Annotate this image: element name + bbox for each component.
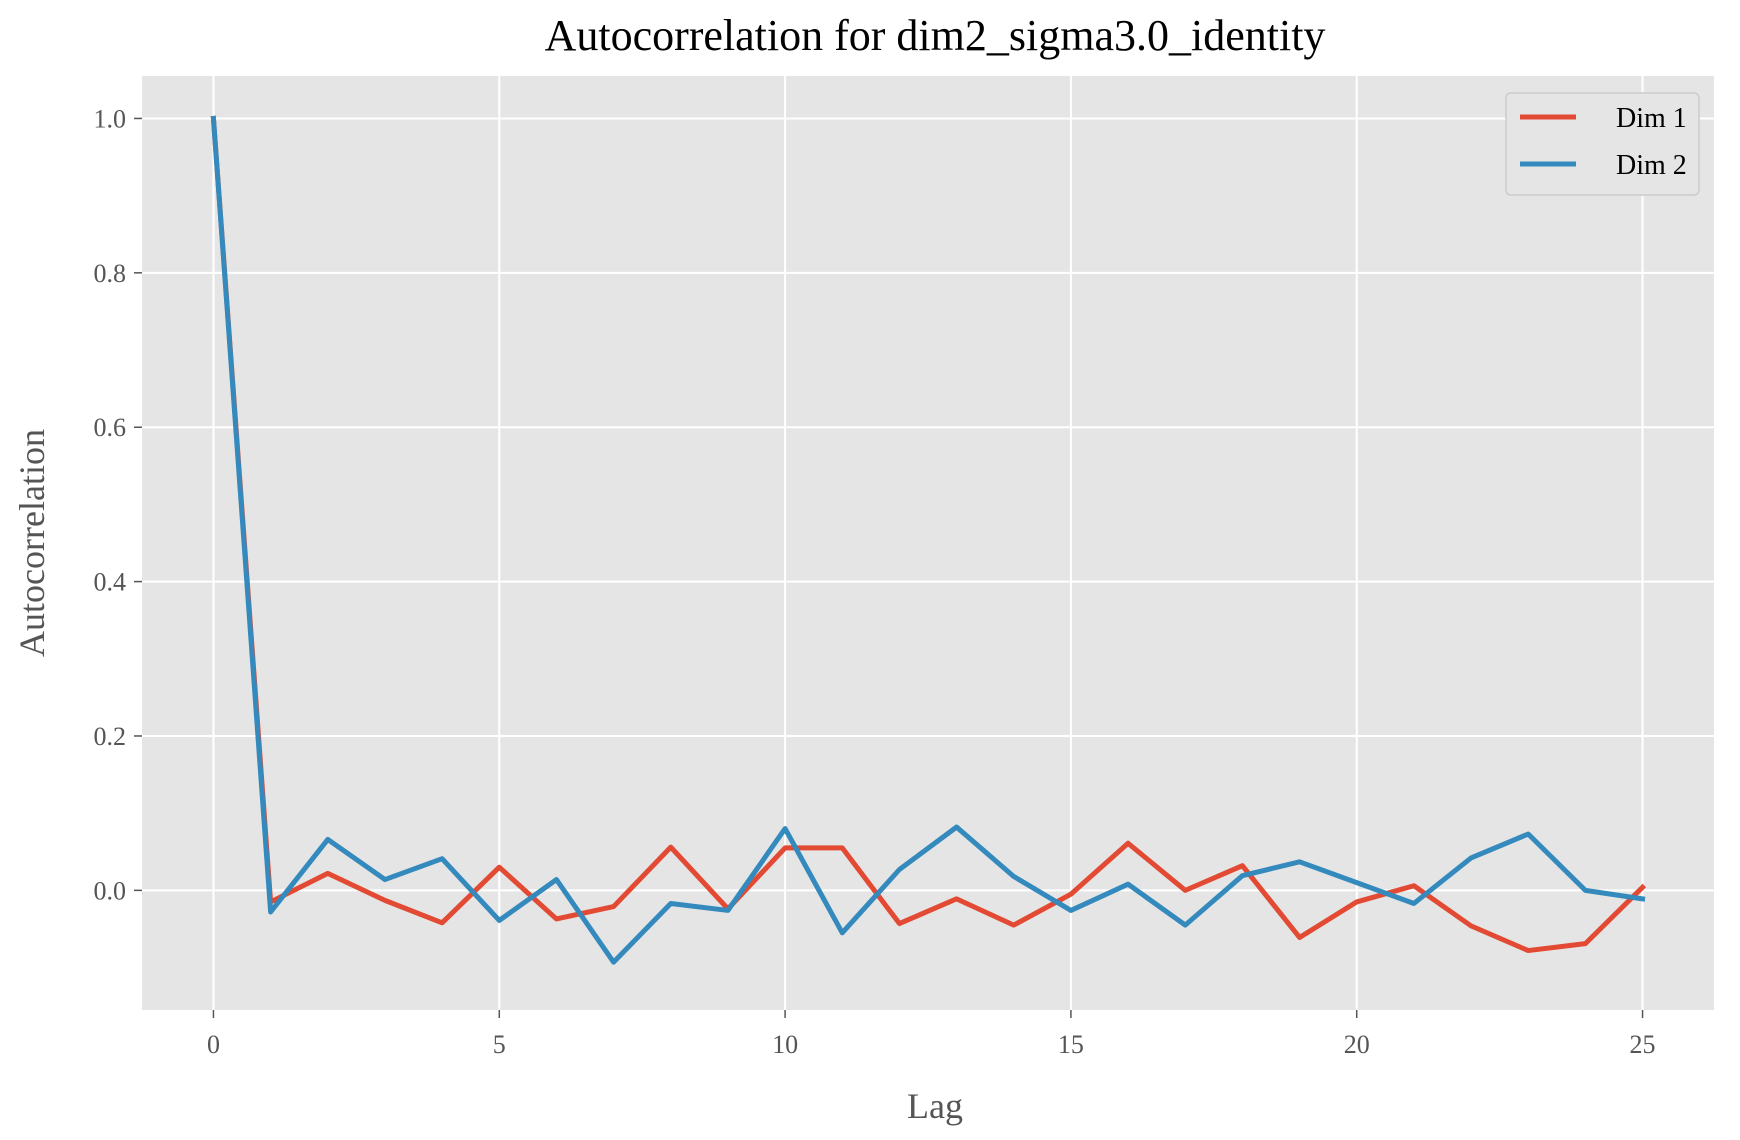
x-axis-label: Lag (907, 1086, 963, 1126)
legend-label-dim-2: Dim 2 (1616, 150, 1687, 181)
x-tick-label: 20 (1344, 1030, 1370, 1059)
y-tick-label: 0.2 (94, 722, 127, 751)
x-tick-label: 15 (1058, 1030, 1084, 1059)
legend-label-dim-1: Dim 1 (1616, 103, 1687, 134)
series-lines (210, 115, 1647, 965)
y-tick-label: 0.6 (94, 413, 127, 442)
x-tick-label: 5 (493, 1030, 506, 1059)
series-line-dim-2 (210, 115, 1646, 965)
series-line-dim-1 (210, 115, 1647, 954)
y-tick-label: 0.0 (94, 876, 127, 905)
axis-ticks: 0 5 10 15 20 25 0.0 0.2 0.4 0.6 0.8 1.0 (94, 104, 1656, 1059)
chart-title: Autocorrelation for dim2_sigma3.0_identi… (545, 11, 1326, 60)
y-tick-label: 1.0 (94, 104, 127, 133)
grid-lines (142, 76, 1714, 1010)
x-tick-label: 0 (207, 1030, 220, 1059)
plot-background (142, 76, 1714, 1010)
x-tick-label: 10 (772, 1030, 798, 1059)
y-axis-label: Autocorrelation (12, 429, 52, 657)
x-tick-label: 25 (1630, 1030, 1656, 1059)
y-tick-label: 0.8 (94, 259, 127, 288)
legend: Dim 1 Dim 2 (1505, 92, 1700, 196)
y-tick-label: 0.4 (94, 568, 127, 597)
